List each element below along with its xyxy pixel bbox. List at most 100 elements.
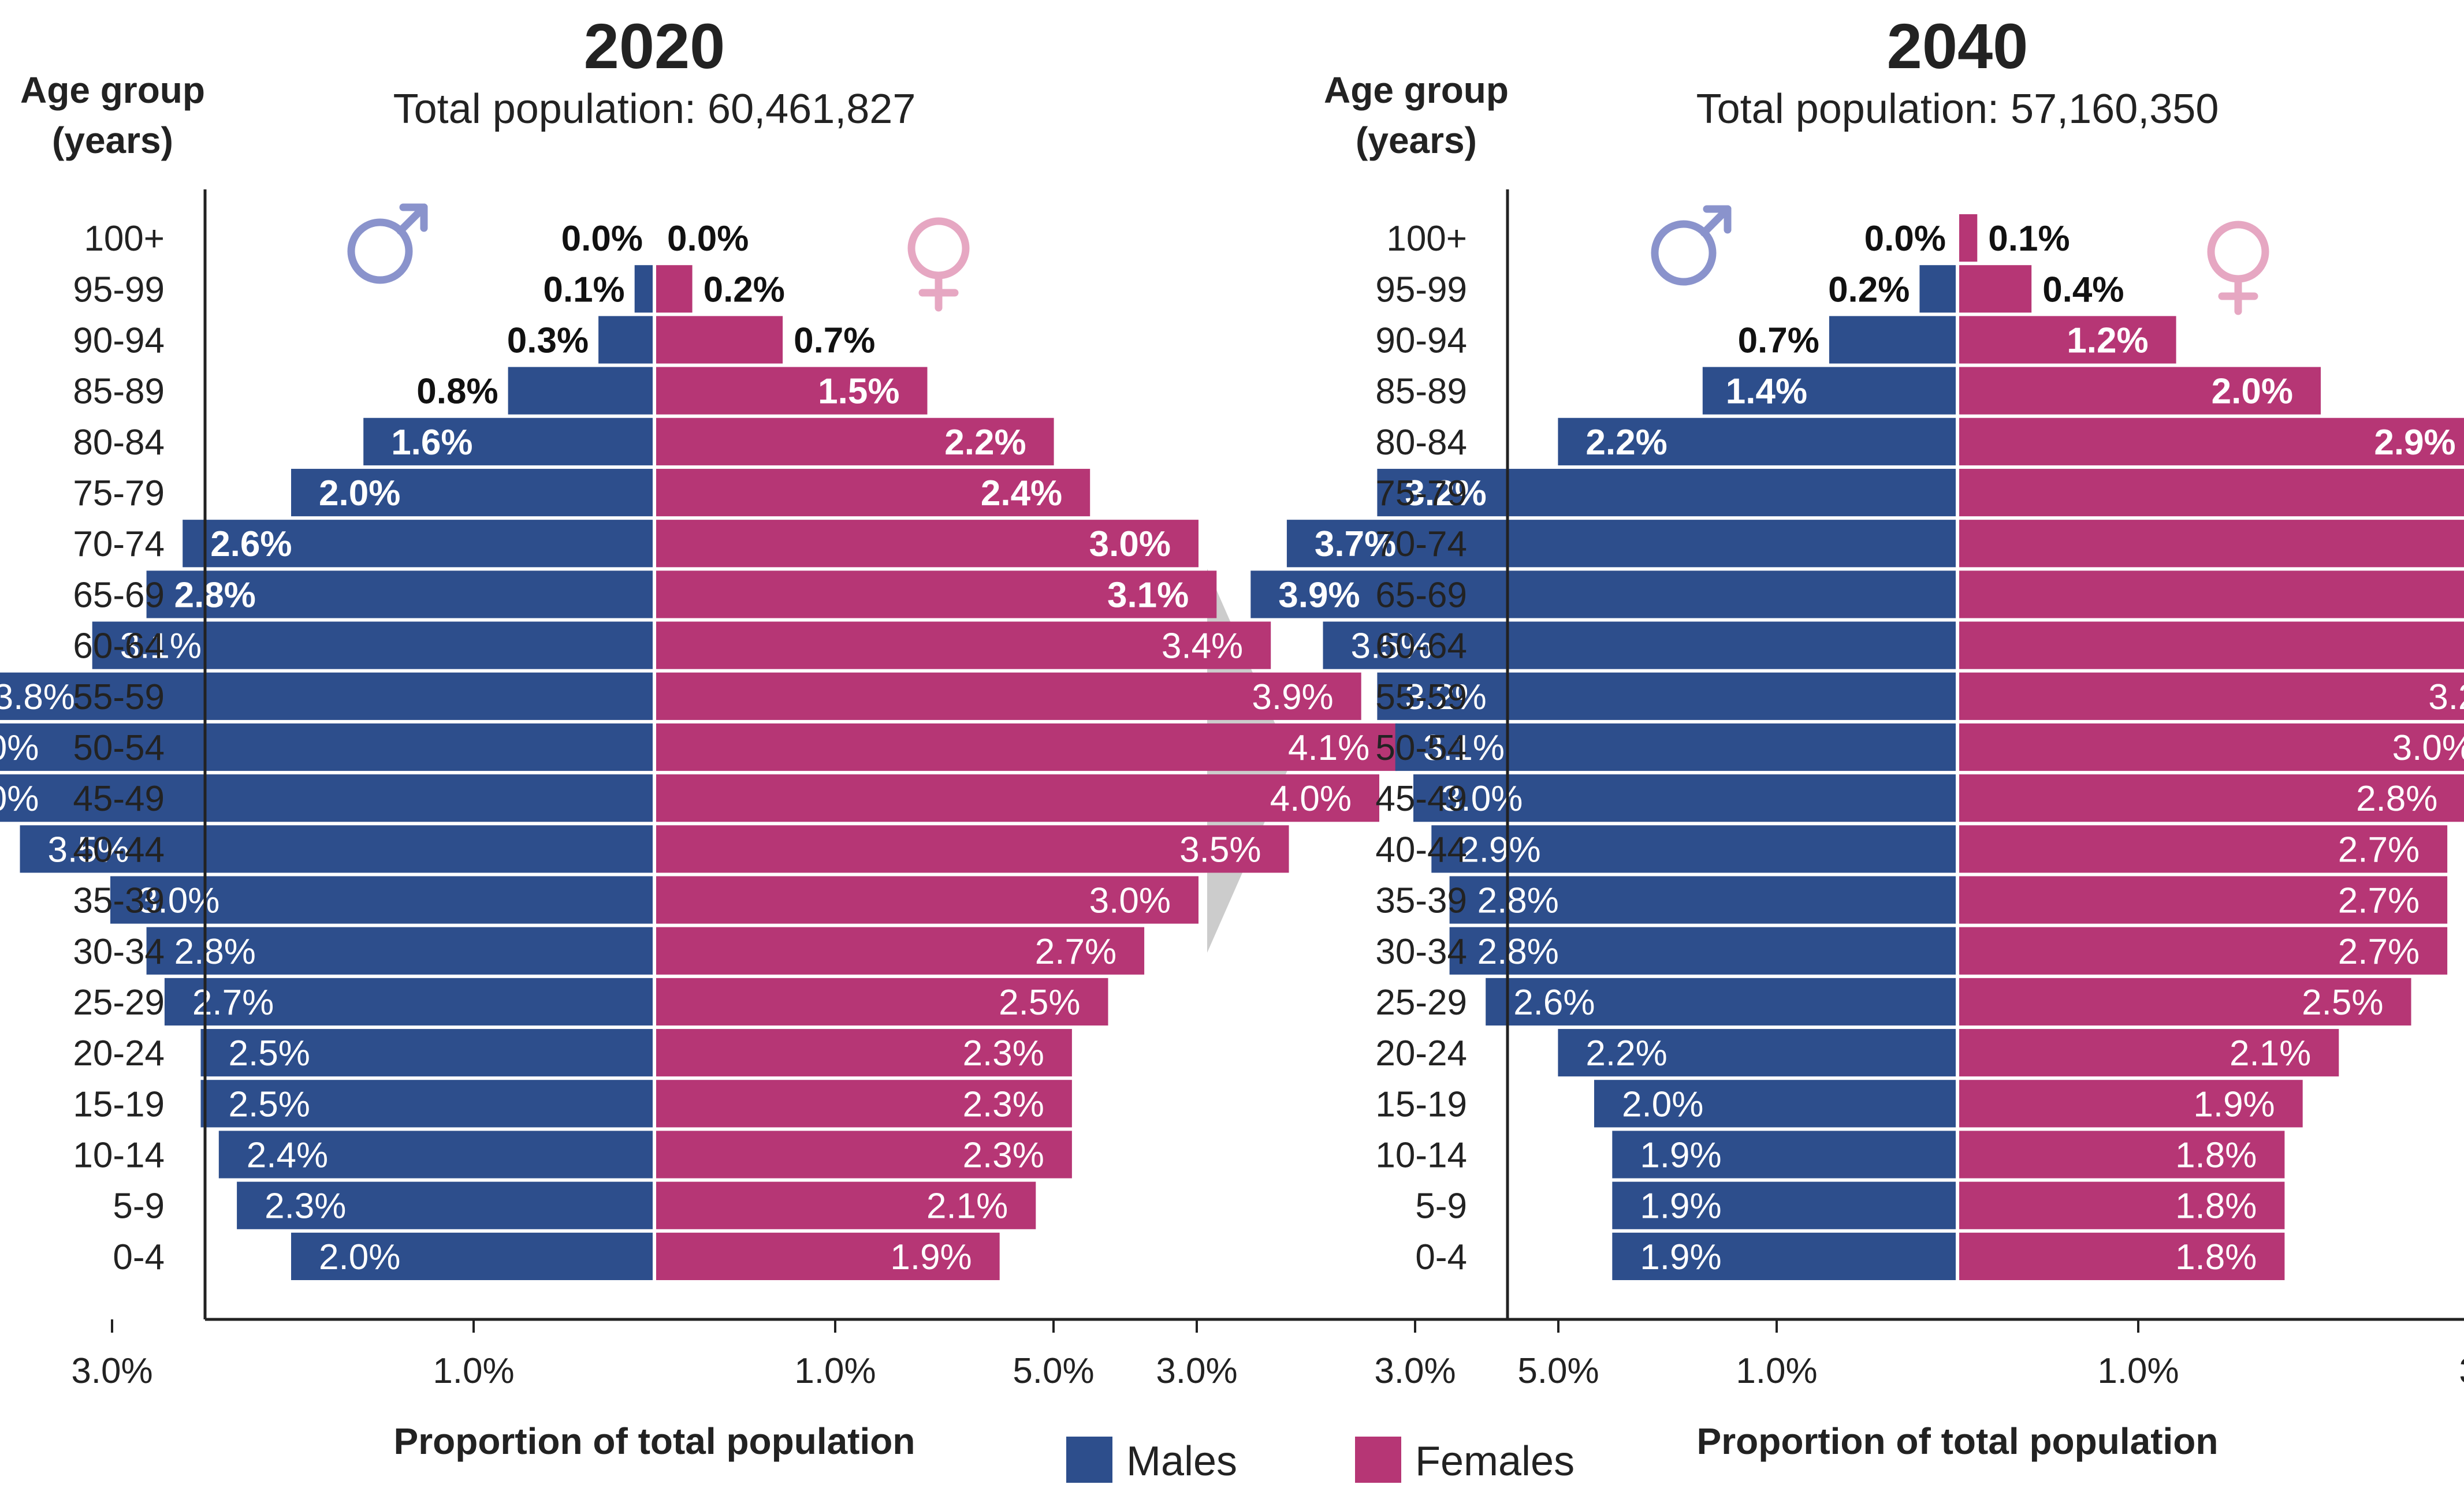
bar-male-50-54 [1395,723,1956,771]
bar-label-male: 0.8% [416,372,498,412]
pyramid-panel-2020: 2020 Total population: 60,461,827 Age gr… [0,11,1599,1462]
age-label: 35-39 [73,881,165,921]
bar-label-female: 3.0% [2392,728,2464,768]
bar-male-45-49 [0,774,653,822]
bar-label-male: 3.1% [1423,728,1505,768]
bar-label-male: 2.4% [247,1136,328,1176]
bar-female-75-79 [656,468,1090,517]
age-label: 40-44 [73,830,165,870]
bar-label-female: 2.3% [963,1136,1044,1176]
bar-male-95-99 [1919,265,1956,313]
bar-male-40-44 [1431,825,1956,873]
age-label: 50-54 [1375,728,1467,768]
bar-female-30-34 [1959,927,2448,975]
bar-label-female: 1.2% [2067,320,2148,360]
bar-label-male: 2.0% [319,1237,400,1277]
y-axis-title-line-1: Age group [1324,69,1509,111]
bar-label-female: 3.9% [1252,677,1333,717]
age-label: 10-14 [1375,1136,1467,1176]
legend-label-males: Males [1126,1438,1237,1485]
bar-label-female: 1.8% [2175,1136,2257,1176]
age-label: 50-54 [73,728,165,768]
bar-label-male: 0.1% [543,270,624,309]
bar-label-male: 1.9% [1640,1187,1721,1226]
chart-subtitle: Total population: 57,160,350 [1696,86,2219,132]
age-label: 30-34 [1375,932,1467,972]
axes [111,189,1559,1333]
bar-female-95-99 [1959,265,2032,313]
age-label: 95-99 [73,270,165,309]
bar-group [1250,214,2464,1280]
bar-label-male: 2.5% [229,1084,310,1124]
bar-label-male: 0.2% [1828,270,1910,309]
bar-label-female: 1.8% [2175,1237,2257,1277]
age-label: 25-29 [1375,983,1467,1023]
bar-male-20-24 [1558,1029,1956,1077]
bar-label-female: 0.0% [667,219,749,259]
bar-label-male: 2.2% [1585,1034,1667,1073]
pyramid-panel-2040: 2040 Total population: 57,160,350 Age gr… [1013,11,2464,1462]
bar-label-male: 1.9% [1640,1237,1721,1277]
y-axis-title-line-2: (years) [52,120,173,161]
bar-label-group: 2.0% 1.9% 2.3% 2.1% 2.4% 2.3% 2.5% 2.3% 2.5% 2.3%… [0,219,1369,1277]
bar-label-female: 2.5% [2302,983,2383,1023]
male-symbol-icon [1651,205,1732,286]
bar-female-10-14 [656,1131,1072,1178]
age-label: 5-9 [113,1187,165,1226]
bar-label-male: 3.5% [48,830,129,870]
bar-label-female: 0.2% [704,270,785,309]
age-label: 100+ [1386,219,1467,259]
bar-female-100+ [1959,214,1978,262]
y-axis-title-line-1: Age group [20,69,205,111]
bar-label-male: 3.8% [0,677,75,717]
x-tick-labels: 5.0% 3.0% 1.0% 1.0% 3.0% 5.0% [1013,1351,2464,1391]
age-label: 15-19 [73,1084,165,1124]
female-symbol-icon [2207,221,2269,315]
bar-label-female: 0.1% [1988,219,2070,259]
bar-female-40-44 [656,825,1289,873]
bar-label-female: 2.8% [2356,779,2437,819]
bar-label-male: 2.8% [174,932,256,972]
bar-label-male: 4.0% [0,728,39,768]
bar-female-60-64 [1959,621,2464,669]
bar-label-male: 3.2% [1405,473,1486,513]
bar-label-male: 1.6% [391,423,472,463]
bar-male-60-64 [1323,621,1956,669]
age-tick-labels: 0-4 5-9 10-14 15-19 20-24 25-29 30-34 35-39 40-4… [1375,219,1467,1277]
bar-male-0-4 [1612,1232,1956,1280]
bar-label-female: 2.7% [2338,881,2420,921]
male-symbol-icon [347,203,428,284]
bar-male-5-9 [1612,1181,1956,1229]
bar-label-male: 4.0% [0,779,39,819]
age-label: 35-39 [1375,881,1467,921]
bar-label-female: 2.0% [2212,372,2293,412]
bar-male-0-4 [291,1232,653,1280]
bar-label-male: 0.7% [1738,320,1819,360]
age-label: 65-69 [1375,575,1467,615]
x-tick-label: 1.0% [433,1351,514,1391]
bar-male-35-39 [110,876,653,924]
bar-label-female: 2.2% [944,423,1026,463]
bar-female-35-39 [656,876,1198,924]
x-tick-label: 3.0% [1156,1351,1237,1391]
bar-male-80-84 [1558,417,1956,465]
bar-female-20-24 [656,1029,1072,1077]
bar-label-male: 2.8% [1477,932,1559,972]
age-label: 75-79 [1375,473,1467,513]
age-label: 70-74 [73,524,165,564]
bar-male-10-14 [218,1131,653,1178]
age-label: 30-34 [73,932,165,972]
female-symbol-icon [907,217,970,312]
age-label: 55-59 [73,677,165,717]
bar-label-female: 3.1% [1107,575,1189,615]
bar-label-male: 2.6% [1513,983,1595,1023]
age-label: 60-64 [73,626,165,666]
axes [1052,189,2464,1333]
legend-swatch-females [1355,1437,1401,1483]
bar-label-female: 1.9% [2193,1084,2275,1124]
bar-male-25-29 [164,978,653,1026]
chart-title: 2040 [1887,11,2028,82]
bar-label-female: 2.1% [2229,1034,2311,1073]
bar-female-30-34 [656,927,1145,975]
